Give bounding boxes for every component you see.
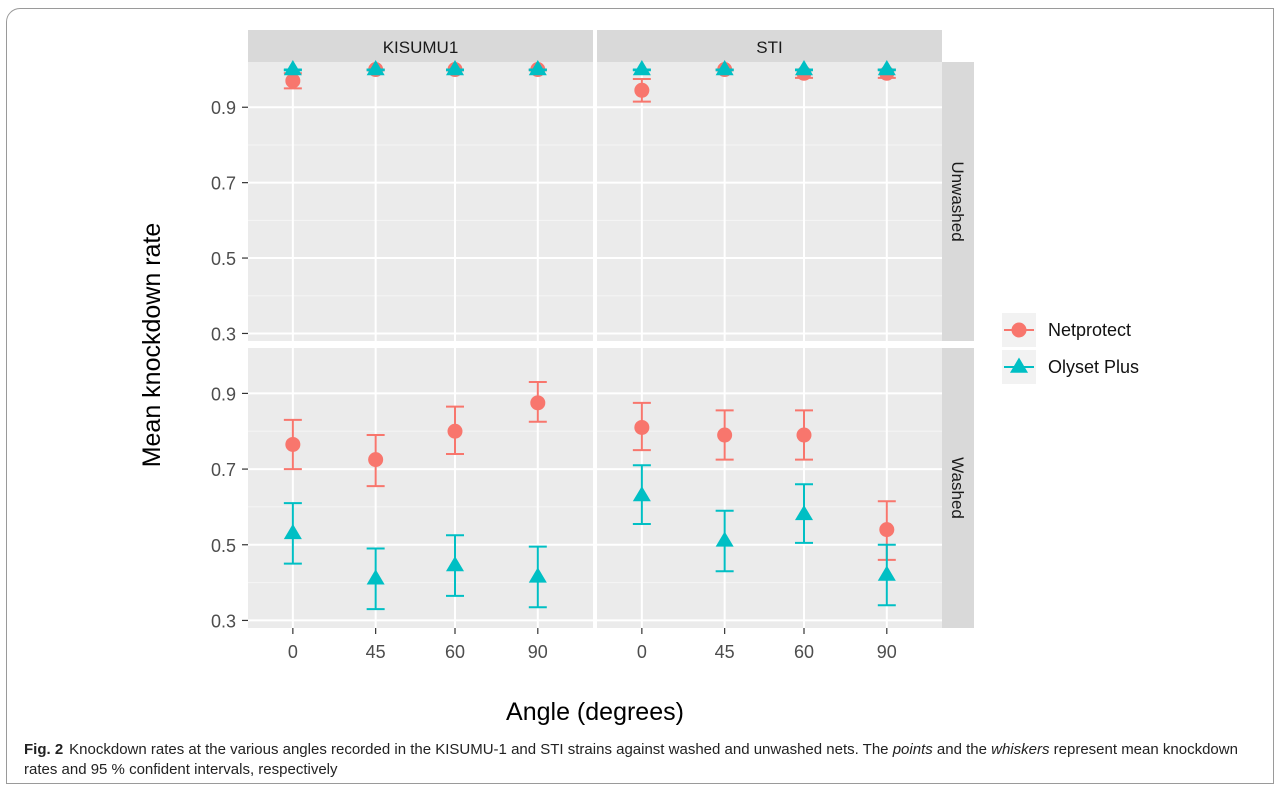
netprotect-point [634, 419, 650, 435]
row-strip-label: Unwashed [948, 161, 967, 241]
olyset-plus-point [877, 60, 896, 76]
olyset-plus-point [632, 60, 651, 76]
caption-points-word: points [892, 741, 933, 758]
olyset-plus-point [283, 60, 302, 76]
olyset-plus-point [445, 60, 465, 76]
column-strip [248, 30, 593, 62]
x-tick-label: 0 [288, 642, 298, 662]
y-tick-label: 0.9 [211, 98, 236, 118]
panel-sti-washed [597, 348, 942, 628]
legend-netprotect-marker [1011, 322, 1027, 338]
legend-label: Netprotect [1048, 320, 1131, 340]
netprotect-point [796, 427, 812, 443]
olyset-plus-point [632, 486, 651, 502]
netprotect-point [368, 452, 384, 468]
olyset-plus-point [715, 531, 734, 547]
olyset-plus-point [794, 504, 814, 521]
column-strip-label: KISUMU1 [383, 38, 459, 57]
column-strip-label: STI [756, 38, 782, 57]
netprotect-point [530, 395, 546, 411]
y-axis-title: Mean knockdown rate [138, 223, 166, 468]
olyset-plus-point [528, 567, 547, 583]
netprotect-point [634, 82, 650, 98]
x-tick-label: 60 [794, 642, 814, 662]
legend-label: Olyset Plus [1048, 357, 1139, 377]
row-strip [942, 348, 974, 628]
olyset-plus-point [366, 60, 385, 76]
olyset-plus-point [366, 569, 385, 585]
figure-label: Fig. 2 [24, 741, 64, 758]
y-tick-label: 0.5 [211, 536, 236, 556]
caption-text-2: and the [932, 741, 992, 758]
panel-kisumu1-washed [248, 348, 593, 628]
y-tick-label: 0.3 [211, 324, 236, 344]
y-tick-label: 0.5 [211, 249, 236, 269]
netprotect-point [447, 423, 463, 439]
y-tick-label: 0.7 [211, 460, 236, 480]
x-tick-label: 0 [637, 642, 647, 662]
netprotect-point [879, 522, 895, 538]
row-strip [942, 62, 974, 341]
olyset-plus-point [528, 60, 547, 76]
knockdown-chart: KISUMU1 STI Unwashed Washed 0.3 0.5 0.7 0.9 0.3… [138, 30, 1139, 726]
x-tick-label: 90 [528, 642, 548, 662]
olyset-plus-point [283, 523, 302, 540]
x-tick-label: 90 [877, 642, 897, 662]
row-strip-label: Washed [948, 457, 967, 519]
caption-whiskers-word: whiskers [991, 741, 1050, 758]
olyset-plus-point [715, 60, 734, 76]
netprotect-point [285, 73, 301, 89]
netprotect-point [285, 436, 301, 452]
netprotect-point [717, 427, 733, 443]
column-strip [597, 30, 942, 62]
x-axis-title: Angle (degrees) [506, 698, 684, 726]
caption-text-1: Knockdown rates at the various angles re… [69, 741, 893, 758]
olyset-plus-point [877, 565, 896, 581]
caption-text-3: represent mean knockdown rates and 95 % … [24, 741, 1238, 778]
legend-olyset-plus-marker [1009, 357, 1029, 373]
x-tick-label: 60 [445, 642, 465, 662]
y-tick-label: 0.9 [211, 384, 236, 404]
figure-frame [6, 8, 1274, 784]
figure-caption: Fig. 2 Knockdown rates at the various ang… [24, 740, 1264, 780]
panel-sti-unwashed [597, 62, 942, 341]
olyset-plus-point [445, 556, 465, 572]
panel-kisumu1-unwashed [248, 62, 593, 341]
x-tick-label: 45 [366, 642, 386, 662]
y-tick-label: 0.3 [211, 611, 236, 631]
x-tick-label: 45 [715, 642, 735, 662]
y-tick-label: 0.7 [211, 174, 236, 194]
olyset-plus-point [794, 60, 814, 76]
